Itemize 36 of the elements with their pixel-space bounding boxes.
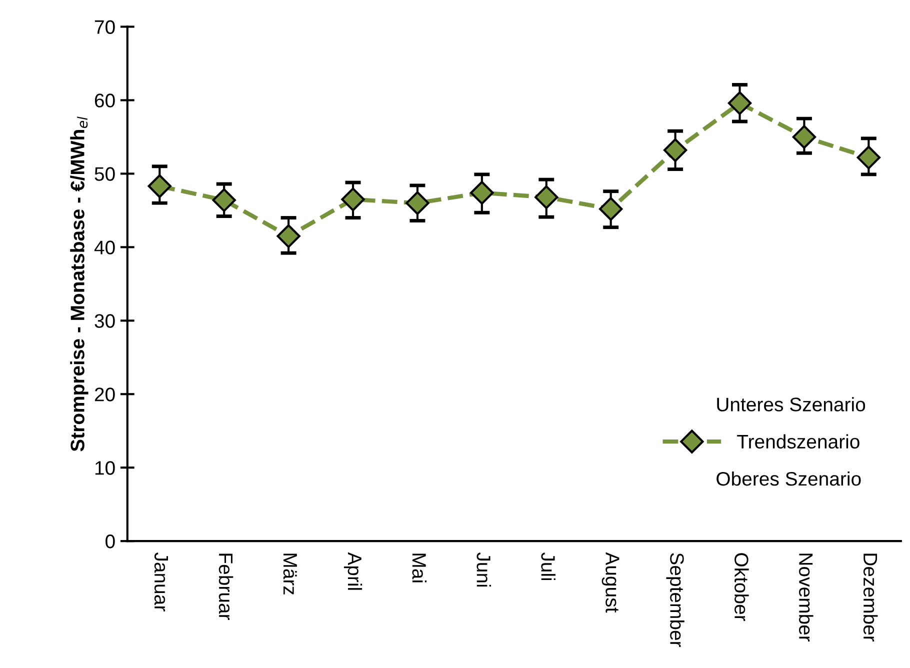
x-tick-label: Mai (412, 554, 427, 582)
x-tick-label: Januar (154, 552, 168, 612)
x-tick-label: April (344, 552, 362, 590)
x-tick-label: August (602, 552, 620, 613)
point (406, 191, 430, 215)
point (470, 180, 494, 205)
point (663, 138, 688, 162)
point (792, 125, 816, 149)
y-tick-label: 60 (94, 94, 115, 108)
x-tick-label: Oktober (734, 553, 749, 622)
y-tick-label: 30 (94, 314, 115, 328)
x-tick-label: März (283, 554, 297, 594)
x-tick-label: Februar (218, 554, 234, 620)
y-tick-label: 20 (94, 388, 115, 402)
y-tick-label: 70 (94, 20, 115, 34)
point (856, 146, 881, 170)
point (598, 197, 623, 221)
x-tick-label: Dezember (863, 554, 878, 642)
point (276, 224, 300, 248)
y-axis-title: Strompreise - Monatsbase - €/MWh$_{el}$ (70, 116, 88, 452)
annotation: Oberes Szenario (716, 471, 861, 486)
y-tick-label: 0 (106, 534, 115, 548)
y-tick-label: 40 (94, 240, 115, 254)
x-tick-label: Juli (541, 552, 556, 580)
annotation: Unteres Szenario (717, 397, 866, 412)
legend-label: Trendszenario (737, 434, 860, 449)
point (534, 185, 558, 210)
y-tick-label: 10 (95, 461, 115, 475)
x-tick-label: November (798, 554, 814, 642)
point (341, 188, 365, 212)
x-tick-label: September (666, 553, 684, 647)
point (212, 188, 236, 212)
point (728, 91, 752, 115)
y-tick-label: 50 (94, 167, 115, 181)
x-tick-label: Juni (476, 552, 491, 587)
point (148, 174, 172, 198)
